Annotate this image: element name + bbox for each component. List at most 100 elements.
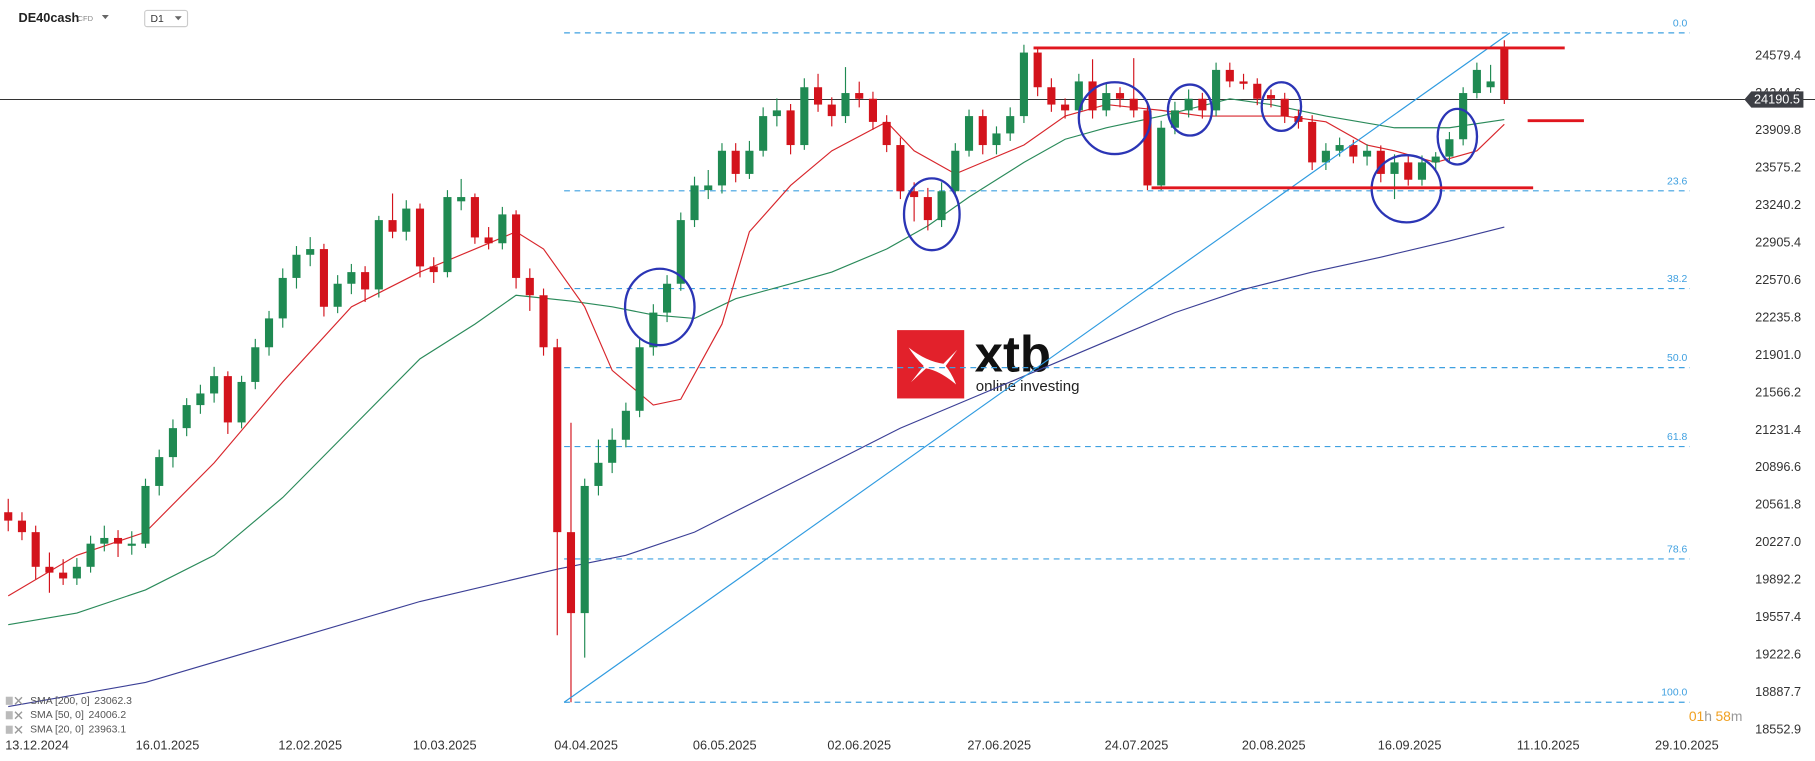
drawing-line — [563, 32, 1511, 703]
candle-body — [608, 439, 617, 463]
x-tick-label: 04.04.2025 — [554, 737, 618, 752]
x-tick-label: 06.05.2025 — [693, 737, 757, 752]
x-tick-label: 12.02.2025 — [278, 737, 342, 752]
x-tick-label: 16.09.2025 — [1378, 737, 1442, 752]
candle-body — [1390, 162, 1399, 174]
candle-body — [663, 283, 672, 313]
legend-icon — [5, 711, 13, 720]
candle-body — [59, 572, 68, 579]
candle-body — [86, 543, 95, 567]
symbol-badge: CFD — [78, 14, 94, 23]
candle-body — [1115, 93, 1125, 99]
candle-body — [923, 197, 932, 221]
candle-body — [1074, 81, 1083, 111]
y-tick-label: 20227.0 — [1755, 534, 1801, 549]
timeframe[interactable]: D1 — [150, 14, 164, 25]
candle-body — [470, 197, 479, 238]
candle-body — [443, 197, 452, 273]
candle-body — [553, 347, 562, 533]
candle-body — [772, 110, 781, 117]
symbol[interactable]: DE40cash — [19, 10, 80, 25]
candle-body — [1088, 81, 1097, 111]
sma-line — [8, 98, 1505, 626]
candle-body — [594, 462, 603, 486]
fib-label: 23.6 — [1667, 176, 1687, 187]
candle-body — [292, 254, 301, 278]
legend-value: 23062.3 — [94, 696, 132, 707]
candle-body — [223, 376, 232, 423]
candle-body — [1486, 81, 1495, 88]
x-tick-label: 16.01.2025 — [136, 737, 200, 752]
candle-body — [1308, 121, 1317, 163]
countdown-hours: 01 — [1689, 708, 1705, 724]
legend-close — [14, 711, 23, 720]
candle-body — [319, 249, 328, 307]
x-tick-label: 27.06.2025 — [967, 737, 1031, 752]
candle-body — [1129, 98, 1138, 111]
y-tick-label: 24579.4 — [1755, 47, 1801, 62]
legend-value: 24006.2 — [89, 710, 127, 721]
y-tick-label: 22235.8 — [1755, 309, 1801, 324]
candle-body — [1157, 127, 1166, 186]
candle-body — [196, 393, 205, 406]
candle-body — [786, 110, 795, 146]
candle-body — [1006, 116, 1015, 134]
candle-body — [415, 208, 425, 267]
timeframe-box[interactable] — [144, 9, 189, 28]
candle-body — [100, 537, 109, 544]
candle-body — [1143, 110, 1152, 186]
candle-body — [498, 214, 507, 244]
candle-body — [1349, 145, 1358, 157]
candle-body — [155, 457, 164, 486]
candle-body — [621, 410, 630, 440]
annotation-circle — [1260, 81, 1303, 133]
candle-body — [141, 485, 150, 544]
legend-icon — [5, 696, 13, 705]
legend-name: SMA [20, 0] — [30, 724, 84, 735]
x-tick-label: 02.06.2025 — [827, 737, 891, 752]
x-tick-label: 11.10.2025 — [1517, 737, 1580, 752]
candle-body — [1500, 46, 1509, 100]
legend-close — [14, 725, 23, 734]
candle-body — [278, 277, 287, 319]
candle-body — [1363, 150, 1372, 157]
candle-body — [1102, 93, 1111, 111]
candle-body — [951, 150, 960, 192]
candle-body — [402, 208, 411, 232]
legend-entry: SMA [20, 0] 23963.1 — [30, 724, 126, 735]
back-layer: 0.0 23.6 38.2 50.0 61.8 78.6 100.0 — [0, 18, 1815, 708]
x-tick-label: 10.03.2025 — [413, 737, 477, 752]
candle-body — [512, 214, 521, 278]
y-tick-label: 18552.9 — [1755, 721, 1801, 736]
y-tick-label: 21231.4 — [1755, 422, 1801, 437]
candle-body — [855, 93, 864, 99]
candle-body — [1376, 150, 1385, 174]
symbol-dropdown[interactable] — [101, 15, 109, 20]
candle-body — [827, 104, 836, 117]
front-layer: 24579.424244.623909.823575.223240.222905… — [5, 32, 1804, 752]
fib-label: 78.6 — [1667, 544, 1687, 555]
candle-body — [1170, 110, 1179, 128]
candle-body — [72, 566, 81, 579]
candle-body — [210, 376, 219, 394]
countdown-minutes: 58 — [1715, 708, 1731, 724]
countdown-hours-unit: h — [1704, 708, 1712, 724]
y-tick-label: 22570.6 — [1755, 272, 1801, 287]
candle-body — [1239, 81, 1248, 84]
timeframe-dropdown[interactable] — [174, 16, 182, 21]
candle-body — [1445, 139, 1454, 157]
candle-body — [1033, 52, 1042, 88]
candle-body — [429, 266, 438, 273]
current-price-tag — [1744, 91, 1804, 108]
candle-body — [347, 272, 356, 284]
candle-body — [868, 98, 877, 122]
annotation-circle — [623, 267, 696, 347]
candle-body — [635, 347, 644, 411]
header: DE40cash CFD D1 — [19, 9, 189, 28]
candle-body — [759, 116, 768, 151]
y-tick-label: 20561.8 — [1755, 497, 1801, 512]
candle-body — [484, 237, 493, 244]
candle-body — [978, 116, 987, 146]
candle-body — [704, 185, 713, 191]
